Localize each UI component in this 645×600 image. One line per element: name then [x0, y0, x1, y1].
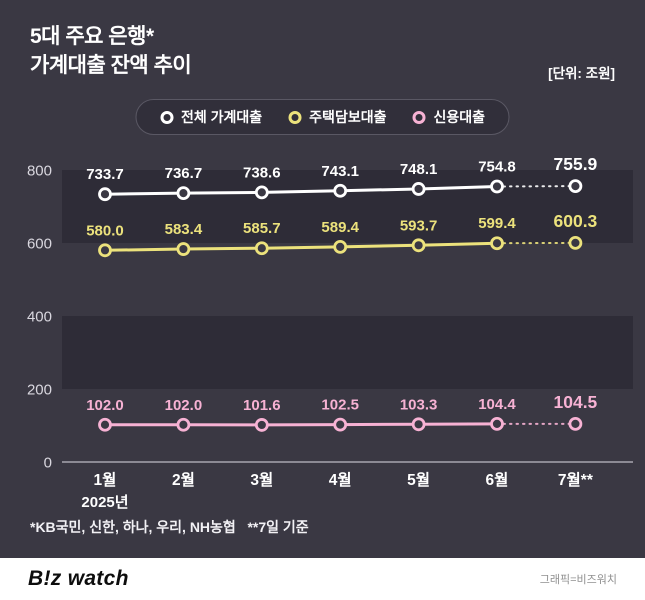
x-tick-label: 7월** [558, 471, 594, 489]
line-chart: 0 200 400 600 800 1월 2월 3월 4월 5월 6월 7월** 2025년 733.7 7… [27, 154, 633, 511]
data-label: 755.9 [554, 154, 598, 174]
footnote: *KB국민, 신한, 하나, 우리, NH농협 **7일 기준 [30, 519, 309, 535]
data-point [411, 417, 426, 432]
data-label: 102.0 [165, 397, 203, 414]
data-label: 593.7 [400, 217, 438, 234]
chart-title: 5대 주요 은행* 가계대출 잔액 추이 [30, 22, 192, 80]
x-tick-label: 1월 [94, 471, 117, 489]
data-label: 585.7 [243, 220, 281, 237]
legend-marker-total-icon [160, 110, 174, 124]
y-tick-label: 0 [44, 455, 52, 472]
data-label: 104.5 [554, 392, 598, 412]
data-point [411, 238, 426, 253]
legend-item-total-loans: 전체 가계대출 [160, 107, 262, 127]
plot-band [62, 170, 633, 243]
data-point [568, 179, 583, 193]
x-tick-label: 6월 [486, 471, 509, 489]
legend-item-credit-loans: 신용대출 [412, 107, 485, 127]
x-tick-label: 5월 [407, 471, 430, 489]
data-label: 600.3 [554, 211, 598, 231]
data-point [176, 242, 191, 256]
data-point [411, 182, 426, 196]
data-point [98, 187, 112, 202]
x-tick-label: 2월 [172, 471, 195, 489]
data-label: 738.6 [243, 164, 281, 181]
data-label: 102.5 [321, 397, 359, 414]
data-point [98, 417, 112, 432]
data-label: 102.0 [86, 397, 124, 414]
data-label: 733.7 [86, 166, 124, 183]
data-point [490, 179, 504, 194]
data-point [254, 185, 269, 200]
data-point [333, 183, 348, 198]
x-tick-label: 4월 [329, 471, 352, 489]
data-label: 743.1 [321, 163, 359, 180]
plot-band [62, 316, 633, 389]
data-point [176, 417, 191, 432]
credit-text: 그래픽=비즈워치 [539, 574, 617, 586]
data-label: 103.3 [400, 396, 438, 413]
data-label: 754.8 [478, 158, 516, 175]
unit-label: [단위: 조원] [548, 66, 615, 81]
legend-marker-credit-icon [412, 110, 426, 124]
data-point [333, 239, 348, 254]
series-line [104, 184, 498, 196]
data-point [333, 417, 348, 432]
legend-label: 주택담보대출 [309, 109, 387, 125]
data-label: 599.4 [478, 215, 516, 232]
data-point [98, 243, 112, 258]
y-tick-label: 600 [27, 236, 52, 253]
data-point [490, 416, 504, 431]
legend-label: 전체 가계대출 [181, 109, 263, 125]
x-tick-label: 3월 [250, 471, 273, 489]
series-line [105, 422, 498, 427]
title-line1: 5대 주요 은행* [30, 25, 154, 48]
y-tick-label: 400 [27, 309, 52, 326]
data-point [254, 241, 269, 256]
chart-legend: 전체 가계대출 주택담보대출 신용대출 [135, 99, 510, 135]
y-tick-label: 800 [27, 163, 52, 180]
data-point [254, 418, 269, 432]
legend-marker-mortgage-icon [288, 110, 302, 124]
data-point [568, 416, 583, 431]
series-line [104, 241, 498, 252]
title-line2: 가계대출 잔액 추이 [30, 54, 192, 77]
data-label: 101.6 [243, 397, 281, 414]
legend-item-mortgage-loans: 주택담보대출 [288, 107, 386, 127]
legend-label: 신용대출 [433, 109, 485, 125]
data-label: 589.4 [321, 219, 359, 236]
data-point [176, 186, 191, 201]
data-label: 736.7 [165, 165, 203, 182]
data-label: 583.4 [165, 221, 203, 238]
x-axis-year-label: 2025년 [81, 494, 128, 511]
bizwatch-logo: B!z watch [28, 567, 129, 590]
data-point [568, 235, 583, 250]
data-point [490, 236, 504, 251]
data-label: 104.4 [478, 396, 516, 413]
data-label: 580.0 [86, 222, 124, 239]
data-label: 748.1 [400, 161, 438, 178]
y-tick-label: 200 [27, 382, 52, 399]
footer-bar: B!z watch 그래픽=비즈워치 [0, 558, 645, 600]
